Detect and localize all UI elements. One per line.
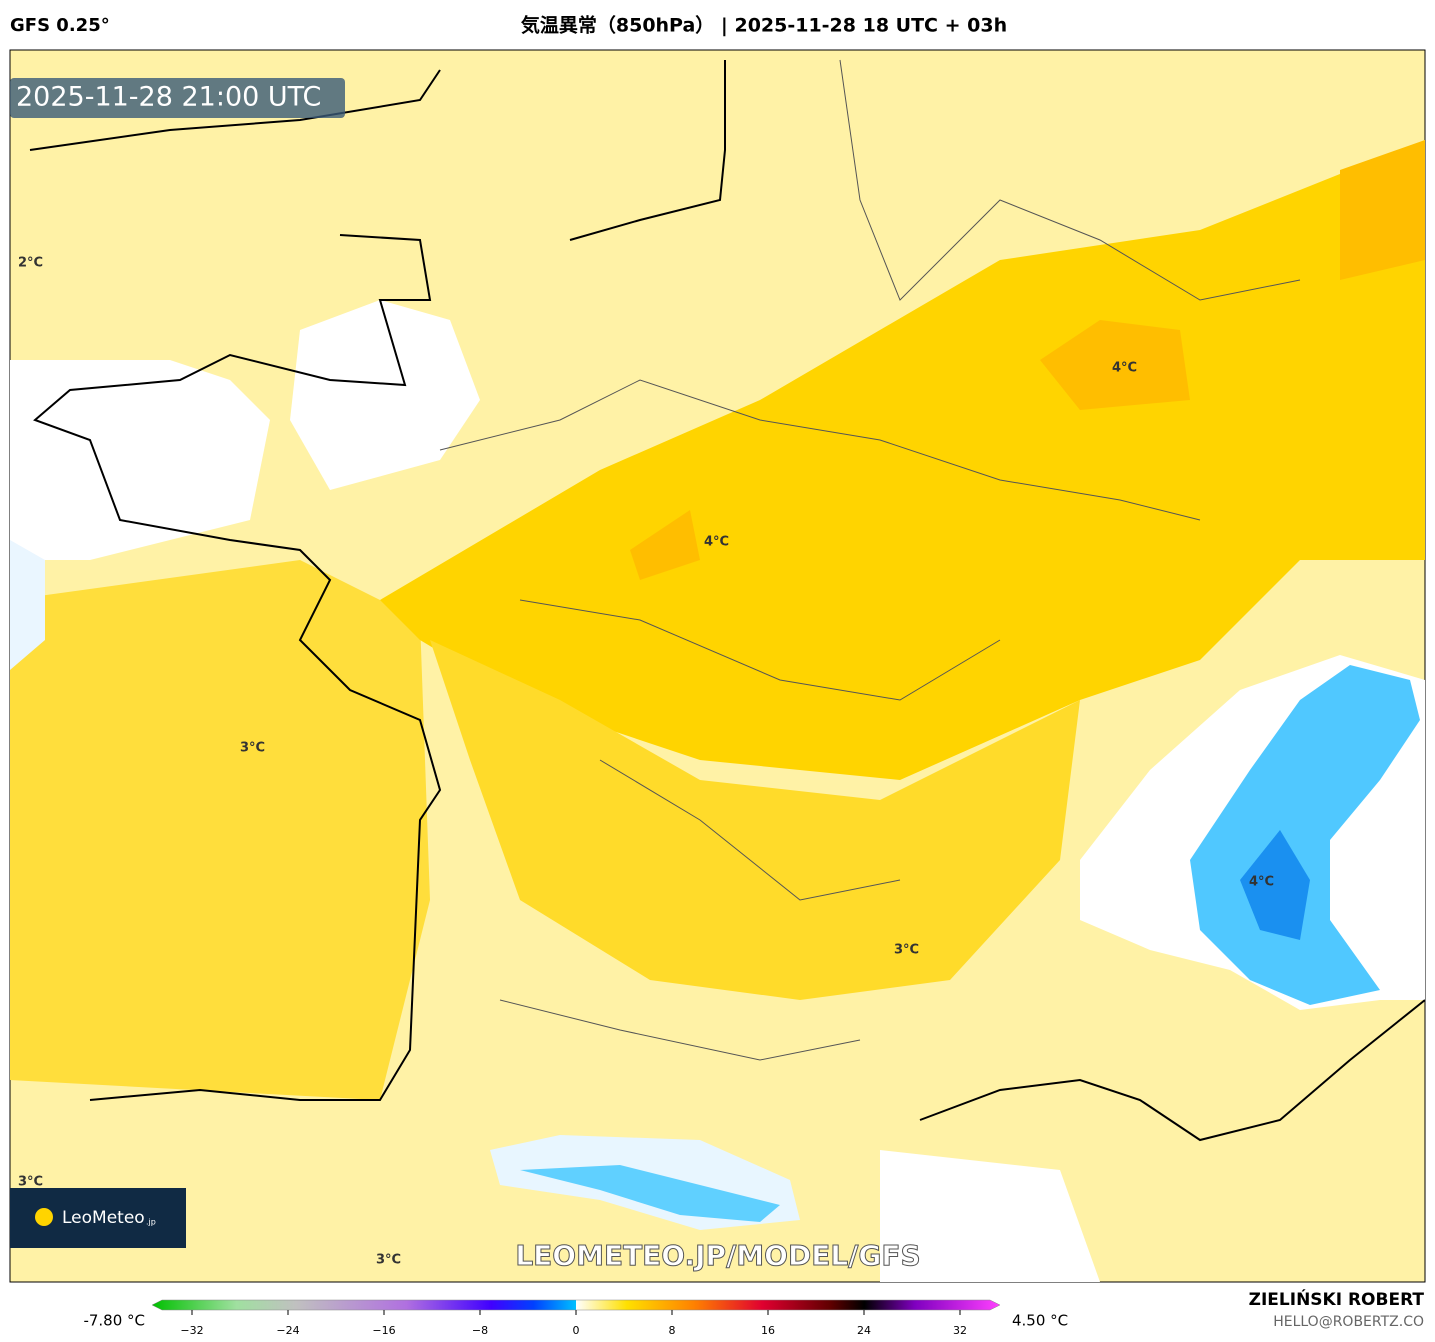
anomaly-zone [10,560,430,1100]
colorbar-max: 4.50 °C [1012,1312,1068,1330]
author: ZIELIŃSKI ROBERT [1249,1288,1425,1310]
colorbar-min: -7.80 °C [83,1312,145,1330]
colorbar-tick-label: 0 [573,1324,580,1337]
anomaly-zone [1240,830,1310,940]
contour-label: 3°C [376,1253,401,1268]
anomaly-zone [520,1165,780,1222]
colorbar-tick-label: −24 [276,1324,299,1337]
anomaly-zone [1040,320,1190,410]
colorbar-tick-label: −8 [472,1324,488,1337]
anomaly-zone [630,510,700,580]
anomaly-zone [880,1150,1100,1282]
border [439,59,1301,1061]
anomaly-zone [10,360,270,560]
contour-label: 3°C [240,741,265,756]
colorbar-tick-label: −16 [372,1324,395,1337]
title: 気温異常（850hPa） | 2025-11-28 18 UTC + 03h [521,14,1007,37]
anomaly-zone [290,300,480,490]
anomaly-zone [1190,665,1420,1005]
email: HELLO@ROBERTZ.CO [1273,1314,1424,1330]
colorbar-tick-label: 8 [669,1324,676,1337]
contour-label: 3°C [894,943,919,958]
colorbar-tick-label: 16 [761,1324,775,1337]
colorbar-tick-label: 24 [857,1324,871,1337]
contour-label: 4°C [1249,875,1274,890]
contour-label: 4°C [1112,361,1137,376]
colorbar-tick-label: 32 [953,1324,967,1337]
timestamp-box [10,78,345,118]
colorbar-tick-label: −32 [180,1324,203,1337]
anomaly-zone [1340,140,1425,280]
colorbar [151,1299,1001,1311]
anomaly-zone [430,640,1080,1000]
timestamp: 2025-11-28 21:00 UTC [16,82,321,113]
coastline [29,60,1426,1142]
watermark: LEOMETEO.JP/MODEL/GFS [515,1239,920,1272]
map-area [9,49,1426,1283]
logo-suffix: .jp [146,1218,156,1227]
anomaly-zone [10,540,45,670]
contour-label: 4°C [704,535,729,550]
logo-name: LeoMeteo [62,1208,145,1228]
model-name: GFS 0.25° [10,15,110,36]
contour-label: 3°C [18,1175,43,1190]
logo-sun [35,1208,53,1226]
contour-label: 2°C [18,256,43,271]
